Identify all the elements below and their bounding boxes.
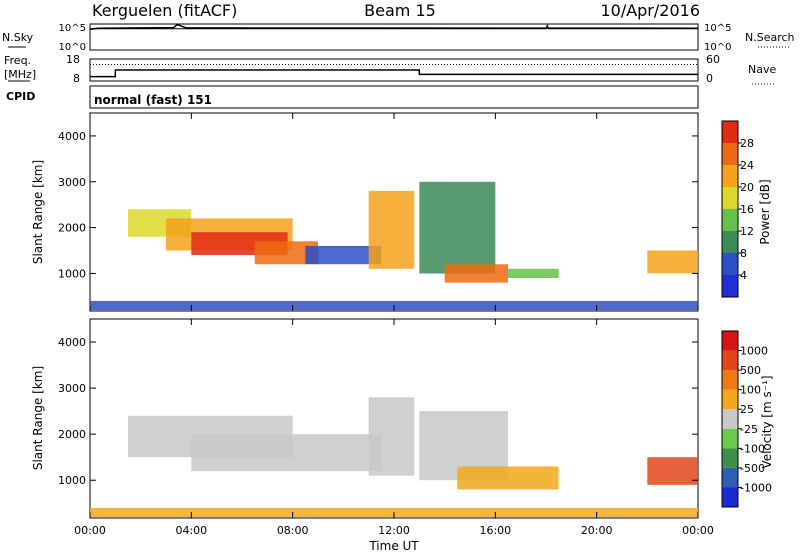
colorbar-tick-label: -25 bbox=[740, 423, 758, 436]
frequency-panel: Freq. [MHz] 18 8 60 0 Nave bbox=[4, 53, 776, 85]
scatter-region-9 bbox=[647, 250, 698, 274]
noise-frame bbox=[89, 23, 699, 51]
power-colorbar-label: Power [dB] bbox=[758, 179, 772, 244]
y-tick-label: 2000 bbox=[58, 222, 86, 235]
x-tick-label: 04:00 bbox=[175, 524, 207, 537]
scatter-region-5 bbox=[368, 190, 415, 269]
scatter-region-4 bbox=[305, 245, 382, 265]
nsky-label: N.Sky bbox=[2, 31, 34, 44]
noise-panel: N.Sky 10^5 10^0 10^5 10^0 N.Search bbox=[2, 23, 795, 53]
colorbar-tick-label: -100 bbox=[740, 442, 765, 455]
nsky-tick-bottom: 10^0 bbox=[59, 42, 86, 53]
colorbar-segment bbox=[722, 209, 738, 231]
nave-tick-bottom: 0 bbox=[706, 72, 713, 85]
colorbar-segment bbox=[722, 487, 738, 507]
colorbar-tick-label: -1000 bbox=[740, 481, 772, 494]
beam-title: Beam 15 bbox=[364, 1, 436, 20]
colorbar-segment bbox=[722, 467, 738, 488]
power-y-ticks: 1000 2000 3000 4000 bbox=[58, 113, 699, 311]
colorbar-segment bbox=[722, 165, 738, 187]
colorbar-tick-label: 500 bbox=[740, 364, 761, 377]
station-title: Kerguelen (fitACF) bbox=[92, 1, 237, 20]
scatter-region-8 bbox=[508, 268, 559, 278]
scatter-region-6 bbox=[419, 181, 496, 274]
power-panel: 1000 2000 3000 4000 Slant Range [km] 28 24 20… bbox=[31, 112, 772, 312]
colorbar-segment bbox=[722, 187, 738, 209]
colorbar-segment bbox=[722, 331, 738, 351]
cpid-frame bbox=[89, 85, 699, 109]
cpid-mode-text: normal (fast) 151 bbox=[94, 93, 212, 107]
scatter-region-1 bbox=[191, 434, 382, 472]
nsearch-tick-bottom: 10^0 bbox=[704, 42, 731, 53]
velocity-colorbar: 1000 500 100 25 -25 -100 -500 -1000 bbox=[721, 330, 772, 508]
x-tick-label: 08:00 bbox=[277, 524, 309, 537]
cpid-label: CPID bbox=[6, 90, 35, 103]
colorbar-segment bbox=[722, 409, 738, 429]
frequency-frame bbox=[89, 58, 699, 82]
velocity-y-axis-label: Slant Range [km] bbox=[31, 366, 45, 470]
colorbar-segment bbox=[722, 370, 738, 390]
freq-label: Freq. bbox=[4, 54, 31, 67]
colorbar-segment bbox=[722, 121, 738, 143]
scatter-region-3 bbox=[254, 241, 318, 265]
colorbar-tick-label: 8 bbox=[740, 247, 747, 260]
y-tick-label: 4000 bbox=[58, 336, 86, 349]
y-tick-label: 1000 bbox=[58, 474, 86, 487]
y-tick-label: 1000 bbox=[58, 267, 86, 280]
x-tick-label: 16:00 bbox=[479, 524, 511, 537]
y-tick-label: 3000 bbox=[58, 176, 86, 189]
x-tick-label: 00:00 bbox=[74, 524, 106, 537]
nsky-tick-top: 10^5 bbox=[59, 23, 86, 34]
freq-unit-label: [MHz] bbox=[4, 68, 36, 81]
colorbar-segment bbox=[722, 231, 738, 253]
colorbar-frame bbox=[721, 330, 739, 508]
colorbar-tick-label: -500 bbox=[740, 462, 765, 475]
colorbar-tick-label: 20 bbox=[740, 181, 754, 194]
colorbar-tick-label: 100 bbox=[740, 384, 761, 397]
x-tick-label: 12:00 bbox=[378, 524, 410, 537]
colorbar-tick-label: 16 bbox=[740, 203, 754, 216]
colorbar-segment bbox=[722, 389, 738, 410]
power-y-axis-label: Slant Range [km] bbox=[31, 160, 45, 264]
nsearch-tick-top: 10^5 bbox=[704, 23, 731, 34]
power-colorbar: 28 24 20 16 12 8 4 bbox=[721, 120, 754, 298]
velocity-y-ticks: 1000 2000 3000 4000 bbox=[58, 319, 699, 518]
nsearch-label: N.Search bbox=[745, 31, 795, 44]
colorbar-segment bbox=[722, 275, 738, 297]
nsearch-series-line bbox=[90, 23, 698, 30]
scatter-region-7 bbox=[444, 264, 508, 283]
freq-tick-top: 18 bbox=[66, 53, 80, 66]
y-tick-label: 4000 bbox=[58, 130, 86, 143]
colorbar-tick-label: 28 bbox=[740, 137, 754, 150]
cpid-panel: CPID normal (fast) 151 bbox=[6, 85, 699, 109]
colorbar-segment bbox=[722, 428, 738, 449]
y-tick-label: 2000 bbox=[58, 428, 86, 441]
x-tick-label: 00:00 bbox=[682, 524, 714, 537]
velocity-panel: 1000 2000 3000 4000 00:00 04:00 08:00 12:00 16:… bbox=[31, 318, 774, 553]
time-axis-label: Time UT bbox=[368, 539, 419, 553]
velocity-x-ticks: 00:00 04:00 08:00 12:00 16:00 20:00 00:00 bbox=[74, 524, 714, 537]
colorbar-segment bbox=[722, 253, 738, 275]
colorbar-tick-label: 1000 bbox=[740, 345, 768, 358]
colorbar-tick-label: 12 bbox=[740, 225, 754, 238]
colorbar-segment bbox=[722, 143, 738, 165]
velocity-colorbar-label: Velocity [m s⁻¹] bbox=[760, 375, 774, 468]
nave-label: Nave bbox=[748, 63, 776, 76]
colorbar-tick-label: 25 bbox=[740, 403, 754, 416]
colorbar-tick-label: 24 bbox=[740, 159, 754, 172]
colorbar-segment bbox=[722, 350, 738, 371]
x-tick-label: 20:00 bbox=[581, 524, 613, 537]
freq-series-line bbox=[90, 69, 698, 78]
colorbar-tick-label: 4 bbox=[740, 269, 747, 282]
scatter-region-2 bbox=[368, 397, 415, 476]
freq-tick-bottom: 8 bbox=[73, 72, 80, 85]
scatter-region-4 bbox=[457, 466, 559, 490]
nave-tick-top: 60 bbox=[706, 53, 720, 66]
date-title: 10/Apr/2016 bbox=[600, 1, 700, 20]
scatter-region-5 bbox=[647, 457, 698, 485]
colorbar-segment bbox=[722, 448, 738, 468]
y-tick-label: 3000 bbox=[58, 382, 86, 395]
